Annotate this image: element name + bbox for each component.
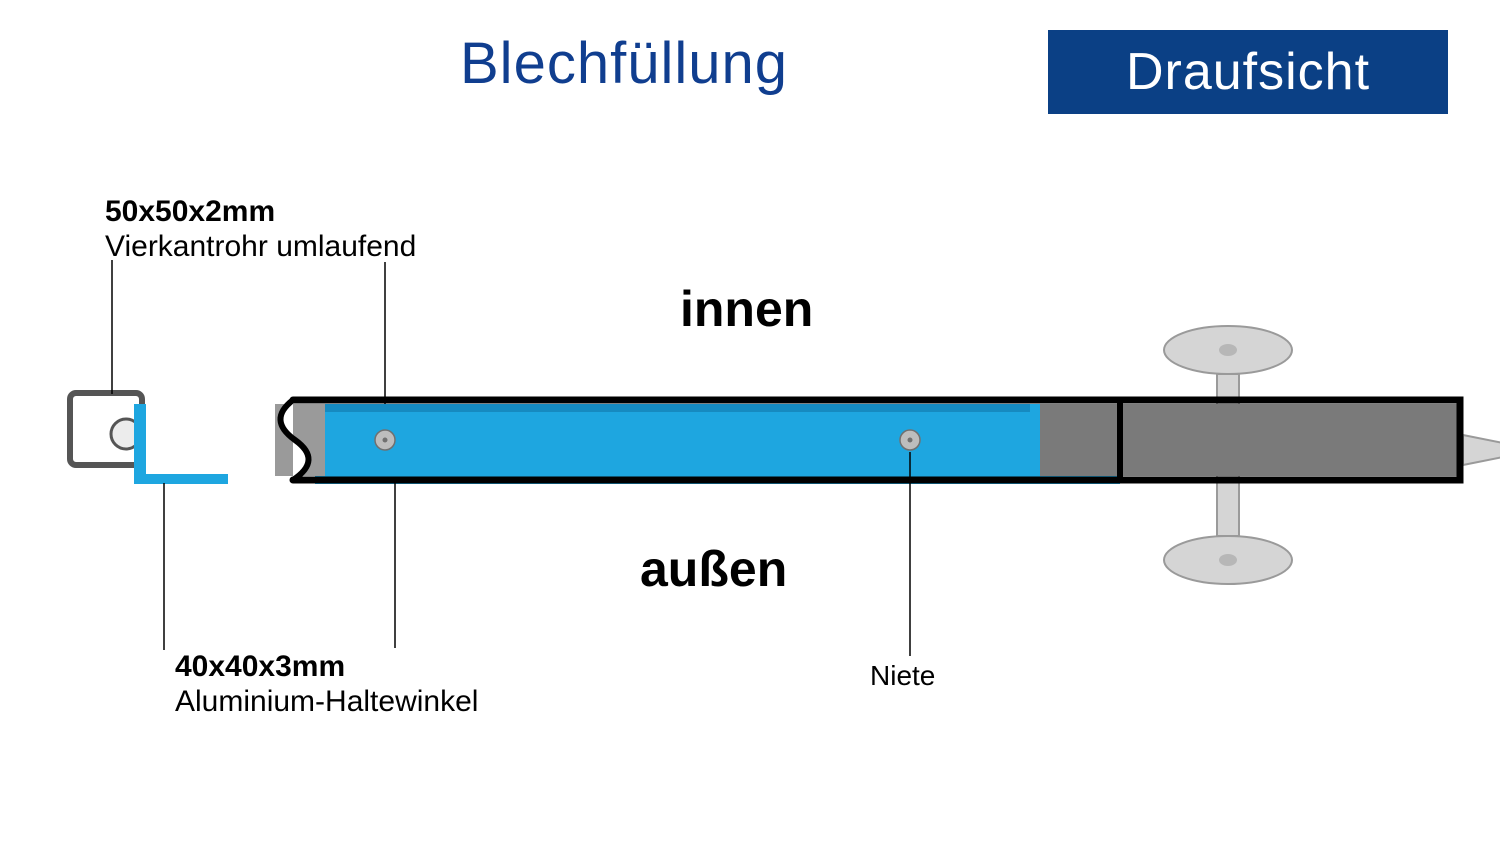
technical-drawing bbox=[0, 0, 1500, 855]
diagram-canvas: Blechfüllung Draufsicht innen außen 50x5… bbox=[0, 0, 1500, 855]
